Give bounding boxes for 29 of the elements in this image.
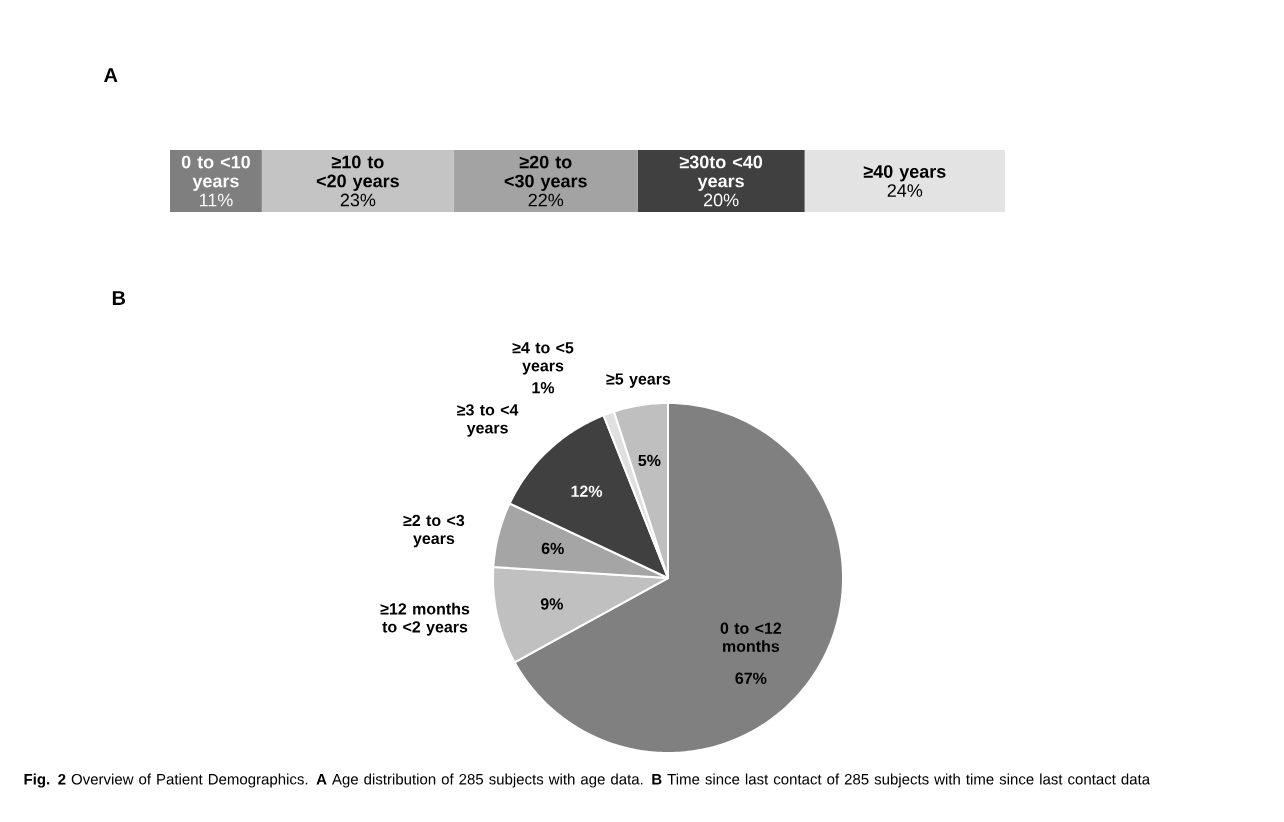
slice-label: 0 to <12 months — [720, 622, 782, 652]
slice-label: ≥3 to <4 years — [457, 404, 519, 437]
bar — [637, 150, 805, 212]
series-label: 0 to <10 years — [181, 155, 250, 191]
data-label: 24% — [887, 184, 923, 197]
series-label: ≥40 years — [863, 165, 946, 182]
chart-title: A — [104, 68, 118, 82]
data-label: 11% — [199, 193, 233, 207]
slice-label: ≥2 to <3 years — [403, 514, 465, 548]
slice-label: ≥4 to <5 years — [512, 342, 574, 375]
slice-label: ≥5 years — [606, 373, 671, 388]
bar — [804, 150, 1006, 212]
series-label: ≥20 to <30 years — [504, 155, 587, 191]
data-label: 22% — [528, 193, 564, 207]
slice-label: ≥12 months to <2 years — [380, 602, 470, 636]
data-label: 20% — [704, 193, 739, 207]
data-label: 9% — [540, 598, 564, 610]
data-label: 6% — [541, 542, 564, 555]
text: Fig. 2 Overview of Patient Demographics. A Age distribution of 285 subjects with age data. B Time since last contact of 285 subjects with time since last contact data — [24, 773, 1151, 788]
text: B — [112, 291, 126, 305]
series-label: ≥10 to <20 years — [316, 155, 399, 191]
data-label: 67% — [735, 672, 767, 684]
data-label: 1% — [532, 382, 555, 394]
data-label: 23% — [340, 193, 376, 207]
data-label: 12% — [571, 485, 603, 497]
series-label: ≥30to <40 years — [679, 155, 763, 191]
data-label: 5% — [638, 454, 661, 467]
bar — [261, 150, 454, 212]
bar — [453, 150, 638, 212]
